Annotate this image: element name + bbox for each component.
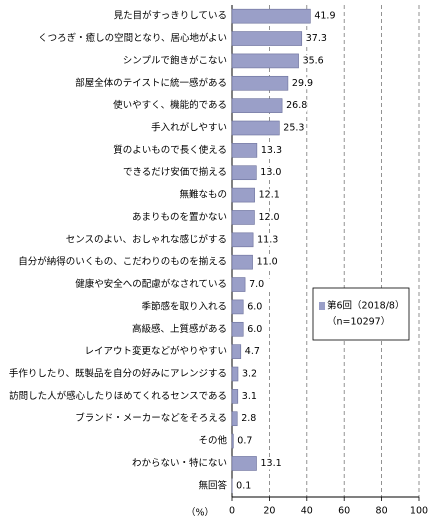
value-label: 4.7 xyxy=(245,346,260,357)
value-label-bg xyxy=(290,77,313,90)
y-tick-label: わからない・特にない xyxy=(132,457,227,469)
bar xyxy=(231,321,244,337)
value-label-bg xyxy=(257,189,280,202)
x-tick-label: 80 xyxy=(376,506,388,517)
y-tick-label: センスのよい、おしゃれな感じがする xyxy=(66,233,227,245)
value-label: 3.2 xyxy=(242,369,257,380)
value-label-bg xyxy=(235,479,258,492)
bar xyxy=(231,53,299,69)
legend-note: （n=10297） xyxy=(327,316,390,328)
bar xyxy=(231,8,311,24)
y-tick-label: くつろぎ・癒しの空間となり、居心地がよい xyxy=(38,32,227,44)
bar xyxy=(231,277,246,292)
value-label: 41.9 xyxy=(314,11,335,22)
bar xyxy=(231,344,242,359)
y-tick-label: 健康や安全への配慮がなされている xyxy=(75,278,227,290)
value-label-bg xyxy=(259,457,282,470)
value-label: 0.7 xyxy=(237,436,252,447)
value-label: 0.1 xyxy=(236,480,251,491)
y-tick-label: あまりものを置かない xyxy=(132,212,227,223)
value-label: 13.3 xyxy=(261,145,282,156)
y-tick-label: その他 xyxy=(198,435,227,447)
y-tick-label: 見た目がすっきりしている xyxy=(114,10,227,22)
bar xyxy=(231,299,244,315)
value-label-bg xyxy=(240,390,263,403)
value-label-bg xyxy=(301,54,324,67)
value-label-bg xyxy=(248,278,271,291)
legend-box xyxy=(312,287,410,341)
value-label: 13.1 xyxy=(260,458,281,469)
y-tick-label: 無回答 xyxy=(198,479,227,491)
value-label: 3.1 xyxy=(242,391,257,402)
value-label-bg xyxy=(240,412,263,425)
value-label-bg xyxy=(243,345,266,358)
y-tick-label: 高級感、上質感がある xyxy=(132,323,227,335)
bar xyxy=(231,98,283,113)
x-axis-label: （%） xyxy=(186,507,214,519)
value-label: 2.8 xyxy=(241,413,256,424)
value-label: 6.0 xyxy=(247,301,262,312)
value-label: 11.0 xyxy=(257,257,278,268)
value-label: 25.3 xyxy=(283,123,304,134)
value-label-bg xyxy=(246,323,269,336)
x-tick-label: 0 xyxy=(229,506,235,517)
x-tick-label: 60 xyxy=(338,506,350,517)
value-label: 6.0 xyxy=(247,324,262,335)
bar xyxy=(231,411,238,427)
value-label-bg xyxy=(259,166,282,179)
y-tick-label: 手作りしたり、既製品を自分の好みにアレンジする xyxy=(9,368,227,380)
value-label: 12.1 xyxy=(259,190,280,201)
bar xyxy=(231,389,239,404)
bar xyxy=(231,366,239,382)
value-label: 29.9 xyxy=(292,78,313,89)
value-label-bg xyxy=(246,300,269,313)
value-label-bg xyxy=(304,32,327,45)
value-label: 13.0 xyxy=(260,167,281,178)
y-tick-label: 使いやすく、機能的である xyxy=(113,99,227,111)
value-label: 26.8 xyxy=(286,100,307,111)
value-label: 7.0 xyxy=(249,279,264,290)
y-tick-label: 季節感を取り入れる xyxy=(141,300,227,312)
y-tick-label: 訪問した人が感心したりほめてくれるセンスである xyxy=(9,390,227,402)
bar xyxy=(231,210,255,225)
value-label-bg xyxy=(256,233,279,246)
value-label-bg xyxy=(240,368,263,380)
y-tick-label: 質のよいもので長く使える xyxy=(113,144,227,156)
bar xyxy=(231,433,234,449)
bar xyxy=(231,31,303,46)
bar xyxy=(231,254,253,270)
bar xyxy=(231,165,257,181)
value-label: 35.6 xyxy=(303,55,324,66)
x-tick-label: 40 xyxy=(301,506,313,517)
x-tick-label: 100 xyxy=(410,506,428,517)
bar xyxy=(231,143,258,158)
bar xyxy=(231,456,257,471)
x-tick-label: 20 xyxy=(263,506,275,517)
value-label-bg xyxy=(285,99,308,112)
value-label-bg xyxy=(236,435,259,448)
y-tick-label: 部屋全体のテイストに統一感がある xyxy=(75,77,227,89)
y-tick-label: シンプルで飽きがこない xyxy=(123,54,227,66)
y-tick-label: 自分が納得のいくもの、こだわりのものを揃える xyxy=(18,256,227,268)
y-tick-label: レイアウト変更などがやりやすい xyxy=(84,345,227,357)
value-label-bg xyxy=(257,211,280,224)
value-label: 11.3 xyxy=(257,234,278,245)
value-label-bg xyxy=(313,10,336,23)
bar xyxy=(231,232,254,248)
legend-swatch xyxy=(319,302,325,310)
value-label-bg xyxy=(282,122,305,134)
y-tick-label: 無難なもの xyxy=(179,189,227,201)
y-tick-label: できるだけ安価で揃える xyxy=(123,166,227,178)
bar xyxy=(231,187,255,203)
bar xyxy=(231,75,289,91)
value-label: 37.3 xyxy=(306,33,327,44)
value-label-bg xyxy=(259,144,282,157)
legend-label: 第6回（2018/8） xyxy=(327,300,404,312)
value-label: 12.0 xyxy=(258,212,279,223)
bar xyxy=(231,120,280,136)
value-label-bg xyxy=(255,256,278,269)
y-tick-label: 手入れがしやすい xyxy=(151,122,227,134)
y-tick-label: ブランド・メーカーなどをそろえる xyxy=(75,412,227,424)
